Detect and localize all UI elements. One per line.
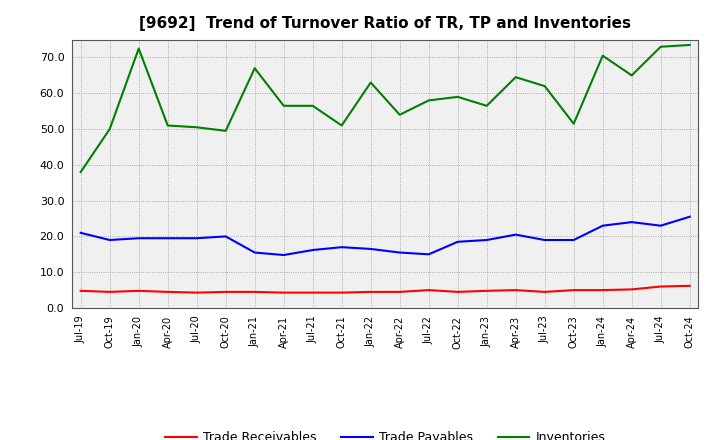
Trade Receivables [541, 289, 549, 294]
Inventories [482, 103, 491, 108]
Trade Receivables [192, 290, 201, 295]
Trade Payables [221, 234, 230, 239]
Trade Payables [598, 223, 607, 228]
Trade Payables [454, 239, 462, 245]
Inventories [338, 123, 346, 128]
Trade Receivables [424, 287, 433, 293]
Trade Receivables [279, 290, 288, 295]
Trade Receivables [135, 288, 143, 293]
Trade Receivables [627, 287, 636, 292]
Inventories [105, 126, 114, 132]
Trade Payables [685, 214, 694, 220]
Trade Receivables [685, 283, 694, 289]
Trade Receivables [76, 288, 85, 293]
Trade Payables [279, 253, 288, 258]
Trade Payables [308, 247, 317, 253]
Trade Receivables [657, 284, 665, 289]
Trade Receivables [163, 289, 172, 294]
Inventories [454, 94, 462, 99]
Trade Receivables [570, 287, 578, 293]
Inventories [598, 53, 607, 59]
Trade Payables [570, 237, 578, 242]
Inventories [308, 103, 317, 108]
Trade Payables [657, 223, 665, 228]
Line: Inventories: Inventories [81, 45, 690, 172]
Title: [9692]  Trend of Turnover Ratio of TR, TP and Inventories: [9692] Trend of Turnover Ratio of TR, TP… [139, 16, 631, 32]
Inventories [76, 169, 85, 175]
Inventories [366, 80, 375, 85]
Inventories [541, 84, 549, 89]
Legend: Trade Receivables, Trade Payables, Inventories: Trade Receivables, Trade Payables, Inven… [161, 426, 610, 440]
Trade Payables [366, 246, 375, 252]
Line: Trade Payables: Trade Payables [81, 217, 690, 255]
Inventories [424, 98, 433, 103]
Inventories [192, 125, 201, 130]
Trade Receivables [366, 289, 375, 294]
Trade Payables [541, 237, 549, 242]
Inventories [135, 46, 143, 51]
Inventories [279, 103, 288, 108]
Inventories [395, 112, 404, 117]
Trade Receivables [308, 290, 317, 295]
Inventories [511, 74, 520, 80]
Trade Payables [192, 235, 201, 241]
Trade Receivables [221, 289, 230, 294]
Trade Receivables [395, 289, 404, 294]
Trade Receivables [511, 287, 520, 293]
Inventories [251, 66, 259, 71]
Trade Payables [395, 250, 404, 255]
Trade Payables [511, 232, 520, 237]
Trade Receivables [338, 290, 346, 295]
Trade Payables [338, 245, 346, 250]
Inventories [570, 121, 578, 126]
Trade Payables [482, 237, 491, 242]
Trade Payables [135, 235, 143, 241]
Line: Trade Receivables: Trade Receivables [81, 286, 690, 293]
Trade Payables [105, 237, 114, 242]
Inventories [627, 73, 636, 78]
Trade Receivables [598, 287, 607, 293]
Trade Payables [76, 230, 85, 235]
Inventories [657, 44, 665, 49]
Trade Receivables [105, 289, 114, 294]
Inventories [685, 42, 694, 48]
Trade Payables [163, 235, 172, 241]
Trade Receivables [454, 289, 462, 294]
Trade Receivables [482, 288, 491, 293]
Trade Receivables [251, 289, 259, 294]
Inventories [163, 123, 172, 128]
Trade Payables [251, 250, 259, 255]
Inventories [221, 128, 230, 133]
Trade Payables [424, 252, 433, 257]
Trade Payables [627, 220, 636, 225]
